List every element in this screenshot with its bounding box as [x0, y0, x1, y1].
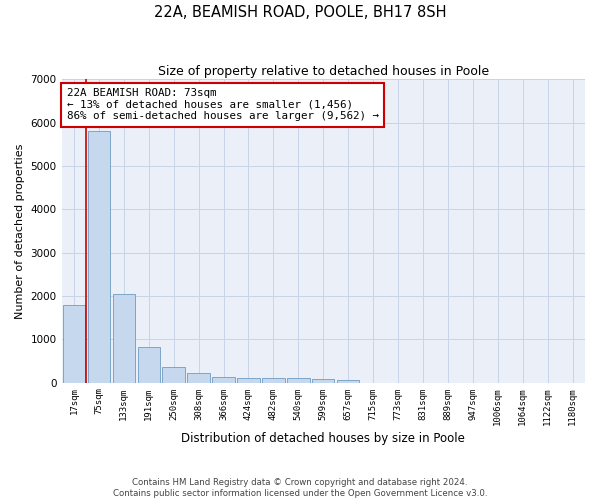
Bar: [113, 294, 135, 382]
Title: Size of property relative to detached houses in Poole: Size of property relative to detached ho…: [158, 65, 489, 78]
X-axis label: Distribution of detached houses by size in Poole: Distribution of detached houses by size …: [181, 432, 465, 445]
Bar: [187, 374, 210, 382]
Text: 22A BEAMISH ROAD: 73sqm
← 13% of detached houses are smaller (1,456)
86% of semi: 22A BEAMISH ROAD: 73sqm ← 13% of detache…: [67, 88, 379, 122]
Bar: [63, 304, 85, 382]
Bar: [163, 367, 185, 382]
Bar: [137, 347, 160, 382]
Text: Contains HM Land Registry data © Crown copyright and database right 2024.
Contai: Contains HM Land Registry data © Crown c…: [113, 478, 487, 498]
Bar: [337, 380, 359, 382]
Bar: [88, 131, 110, 382]
Bar: [237, 378, 260, 382]
Bar: [312, 379, 334, 382]
Text: 22A, BEAMISH ROAD, POOLE, BH17 8SH: 22A, BEAMISH ROAD, POOLE, BH17 8SH: [154, 5, 446, 20]
Y-axis label: Number of detached properties: Number of detached properties: [15, 143, 25, 318]
Bar: [287, 378, 310, 382]
Bar: [262, 378, 284, 382]
Bar: [212, 377, 235, 382]
